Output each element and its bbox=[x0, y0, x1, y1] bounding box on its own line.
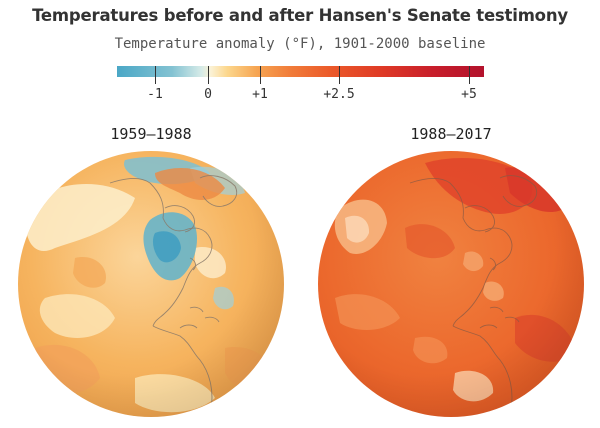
color-legend: -1 0 +1 +2.5 +5 bbox=[117, 66, 484, 106]
legend-tick-label: -1 bbox=[147, 87, 163, 102]
map-label-1959-1988: 1959—1988 bbox=[110, 125, 192, 143]
legend-tick-mark bbox=[208, 66, 209, 84]
legend-tick-label: +1 bbox=[252, 87, 268, 102]
legend-tick-mark bbox=[339, 66, 340, 84]
legend-tick-label: +2.5 bbox=[323, 87, 355, 102]
map-label-1988-2017: 1988—2017 bbox=[410, 125, 492, 143]
globe-1959-1988 bbox=[18, 151, 284, 417]
legend-tick-mark bbox=[155, 66, 156, 84]
legend-tick-label: 0 bbox=[204, 87, 212, 102]
legend-tick-mark bbox=[469, 66, 470, 84]
legend-tick-mark bbox=[260, 66, 261, 84]
chart-title: Temperatures before and after Hansen's S… bbox=[32, 6, 568, 25]
legend-title: Temperature anomaly (°F), 1901-2000 base… bbox=[114, 36, 486, 52]
color-scale-bar bbox=[117, 66, 484, 77]
globe-1988-2017 bbox=[318, 151, 584, 417]
legend-tick-label: +5 bbox=[461, 87, 477, 102]
